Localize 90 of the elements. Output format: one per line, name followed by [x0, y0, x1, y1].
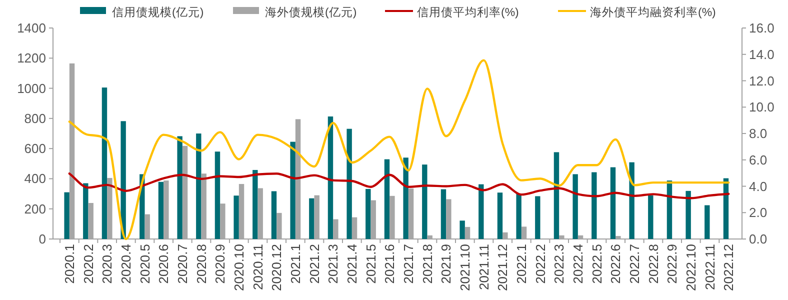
y2-tick-label: 14.0	[749, 46, 774, 62]
bar	[309, 198, 314, 239]
bar	[704, 205, 710, 239]
x-tick-label: 2022.12	[721, 244, 736, 291]
bar	[422, 164, 428, 239]
x-tick-label: 2022.7	[626, 244, 642, 284]
x-tick-label: 2022.2	[532, 244, 548, 284]
bar	[497, 192, 503, 239]
bar	[384, 159, 390, 239]
legend-label: 信用债平均利率(%)	[417, 5, 520, 19]
x-tick-label: 2022.5	[589, 244, 604, 284]
bar	[648, 195, 654, 239]
legend-label: 海外债规模(亿元)	[265, 6, 357, 19]
x-tick-label: 2020.1	[62, 244, 77, 284]
x-tick-label: 2022.11	[702, 244, 718, 290]
bar	[271, 191, 277, 239]
x-tick-label: 2020.4	[118, 244, 134, 284]
x-tick-label: 2021.9	[438, 244, 454, 284]
x-tick-label: 2021.6	[382, 244, 398, 284]
bar	[83, 183, 88, 239]
bar	[158, 182, 164, 239]
x-tick-label: 2021.11	[476, 244, 492, 290]
bar	[610, 167, 616, 239]
bar	[328, 116, 334, 239]
bar	[120, 121, 126, 239]
x-tick-label: 2020.9	[212, 244, 228, 284]
y-tick-label: 1400	[17, 20, 46, 36]
bar	[64, 192, 70, 239]
y-tick-label: 1200	[17, 50, 46, 66]
y-tick-label: 0	[38, 232, 46, 246]
x-tick-label: 2022.3	[552, 244, 567, 284]
bar	[102, 88, 108, 239]
bar	[686, 190, 691, 239]
x-tick-label: 2020.6	[156, 244, 172, 284]
y2-tick-label: 10.0	[749, 100, 774, 115]
bar	[629, 162, 634, 239]
x-tick-label: 2021.2	[306, 244, 322, 284]
x-tick-label: 2020.10	[231, 244, 246, 291]
x-tick-label: 2022.1	[514, 244, 529, 284]
bar	[403, 158, 408, 239]
bar	[592, 172, 597, 239]
y2-tick-label: 8.0	[749, 126, 768, 141]
y-tick-label: 800	[24, 110, 46, 126]
y-tick-label: 400	[24, 171, 46, 186]
x-tick-label: 2022.9	[664, 244, 680, 284]
bar	[346, 128, 352, 239]
x-tick-label: 2020.3	[100, 244, 115, 284]
x-tick-label: 2022.10	[683, 244, 698, 291]
y2-tick-label: 16.0	[749, 20, 774, 36]
x-tick-label: 2021.8	[420, 244, 435, 284]
legend-label: 海外债平均融资利率(%)	[590, 5, 716, 19]
x-tick-label: 2020.12	[269, 244, 284, 291]
bar	[196, 134, 202, 239]
x-tick-label: 2022.8	[646, 244, 661, 284]
bar	[234, 196, 239, 239]
x-tick-label: 2022.4	[570, 244, 586, 284]
x-tick-label: 2021.7	[400, 244, 416, 284]
y-tick-label: 600	[24, 141, 46, 156]
x-tick-label: 2021.5	[363, 244, 378, 284]
y2-tick-label: 2.0	[749, 205, 768, 220]
y2-tick-label: 0.0	[749, 232, 768, 246]
bar	[516, 194, 522, 239]
bar	[177, 136, 182, 239]
bar	[572, 174, 578, 239]
bar	[478, 184, 484, 239]
x-tick-label: 2021.12	[495, 244, 510, 291]
bar	[214, 152, 220, 239]
bar	[252, 170, 258, 239]
x-tick-label: 2021.1	[288, 244, 303, 284]
x-tick-label: 2020.8	[194, 244, 209, 284]
x-tick-label: 2022.6	[608, 244, 624, 284]
y-tick-label: 200	[24, 201, 46, 216]
x-tick-label: 2021.4	[344, 244, 360, 284]
bar	[554, 152, 560, 239]
y2-tick-label: 12.0	[749, 73, 774, 88]
x-tick-label: 2020.11	[250, 244, 266, 290]
bar	[535, 196, 540, 239]
bar	[460, 220, 465, 239]
bar	[290, 142, 296, 239]
legend-label: 信用债规模(亿元)	[112, 6, 204, 19]
x-tick-label: 2020.5	[137, 244, 152, 284]
y2-tick-label: 4.0	[749, 178, 768, 194]
x-tick-label: 2021.3	[326, 244, 341, 284]
x-tick-label: 2020.7	[174, 244, 190, 284]
bar	[440, 189, 446, 239]
bar	[366, 188, 371, 239]
y-tick-label: 1000	[17, 80, 46, 96]
x-tick-label: 2020.2	[80, 244, 96, 284]
x-tick-label: 2021.10	[457, 244, 472, 291]
y2-tick-label: 6.0	[749, 152, 768, 168]
